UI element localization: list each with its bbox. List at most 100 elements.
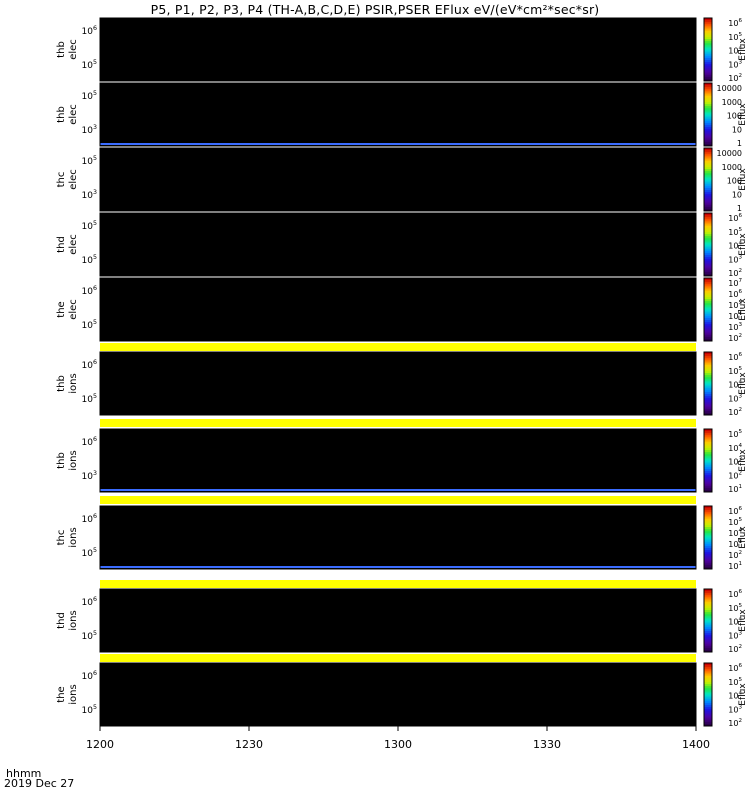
colorbar-segment — [704, 292, 712, 296]
colorbar-segment — [704, 267, 712, 271]
colorbar-label: Eflux — [738, 38, 748, 61]
panel-background — [100, 83, 696, 146]
colorbar-segment — [704, 269, 712, 273]
colorbar-segment — [704, 238, 712, 241]
colorbar-segment — [704, 324, 712, 327]
colorbar-segment — [704, 139, 712, 143]
colorbar-segment — [704, 250, 712, 254]
colorbar-segment — [704, 296, 712, 300]
colorbar-segment — [704, 150, 712, 153]
colorbar-segment — [704, 303, 712, 306]
colorbar-tick-label: 103 — [728, 322, 742, 332]
colorbar-segment — [704, 271, 712, 275]
y-tick-label: 105 — [82, 220, 97, 232]
chart-title: P5, P1, P2, P3, P4 (TH-A,B,C,D,E) PSIR,P… — [150, 2, 600, 17]
colorbar-tick-label: 103 — [728, 393, 742, 403]
y-tick-label: 106 — [82, 359, 97, 371]
panel-label-probe: thd — [56, 236, 67, 253]
colorbar-segment — [704, 101, 712, 105]
colorbar-segment — [704, 229, 712, 233]
colorbar-tick-label: 103 — [728, 59, 742, 69]
colorbar-segment — [704, 43, 712, 46]
colorbar-segment — [704, 131, 712, 134]
colorbar-segment — [704, 354, 712, 357]
colorbar-segment — [704, 338, 712, 342]
colorbar-segment — [704, 137, 712, 141]
panel-frame — [99, 17, 697, 82]
colorbar-segment — [704, 265, 712, 269]
colorbar-segment — [704, 290, 712, 294]
colorbar-label: Eflux — [738, 298, 748, 321]
panel-background — [100, 213, 696, 276]
colorbar-segment — [704, 85, 712, 88]
colorbar-segment — [704, 110, 712, 113]
colorbar-tick-label: 104 — [728, 380, 742, 390]
colorbar-tick-label: 102 — [728, 333, 742, 343]
colorbar-segment — [704, 286, 712, 289]
colorbar-segment — [704, 154, 712, 157]
colorbar-tick-label: 106 — [728, 352, 742, 362]
colorbar-segment — [704, 206, 712, 210]
colorbar-segment — [704, 129, 712, 132]
colorbar-segment — [704, 169, 712, 172]
colorbar-segment — [704, 408, 712, 412]
colorbar-segment — [704, 158, 712, 162]
colorbar-segment — [704, 112, 712, 115]
colorbar-segment — [704, 95, 712, 99]
colorbar-segment — [704, 18, 712, 21]
panel-label-probe: thc — [56, 172, 67, 188]
colorbar-segment — [704, 362, 712, 366]
colorbar-segment — [704, 68, 712, 71]
colorbar-segment — [704, 299, 712, 302]
colorbar-tick-label: 104 — [728, 311, 742, 321]
colorbar-segment — [704, 383, 712, 387]
colorbar-segment — [704, 57, 712, 61]
colorbar-segment — [704, 70, 712, 74]
colorbar-segment — [704, 49, 712, 53]
colorbar-label: Eflux — [738, 372, 748, 395]
colorbar-segment — [704, 60, 712, 63]
colorbar-segment — [704, 127, 712, 130]
colorbar-tick-label: 102 — [728, 407, 742, 417]
colorbar-segment — [704, 255, 712, 258]
colorbar-segment — [704, 116, 712, 120]
colorbar-segment — [704, 204, 712, 208]
colorbar-segment — [704, 213, 712, 216]
colorbar-tick-label: 102 — [728, 73, 742, 83]
colorbar-segment — [704, 278, 712, 281]
colorbar-segment — [704, 106, 712, 109]
colorbar-segment — [704, 282, 712, 285]
colorbar-segment — [704, 192, 712, 195]
colorbar-tick-label: 1000 — [722, 163, 742, 172]
colorbar-segment — [704, 24, 712, 27]
y-tick-label: 105 — [82, 90, 97, 102]
colorbar-segment — [704, 242, 712, 245]
colorbar-segment — [704, 41, 712, 44]
colorbar-segment — [704, 288, 712, 292]
colorbar-frame — [703, 212, 713, 277]
colorbar-frame — [703, 277, 713, 342]
panel-label-species: elec — [68, 169, 79, 190]
colorbar-segment — [704, 175, 712, 178]
colorbar-segment — [704, 373, 712, 376]
colorbar-segment — [704, 47, 712, 50]
colorbar-segment — [704, 93, 712, 97]
colorbar-segment — [704, 234, 712, 237]
colorbar-segment — [704, 377, 712, 380]
colorbar-segment — [704, 64, 712, 67]
colorbar-tick-label: 100 — [727, 177, 742, 186]
panel-background — [100, 148, 696, 211]
y-tick-label: 105 — [82, 59, 97, 71]
colorbar-tick-label: 10000 — [717, 84, 742, 93]
colorbar-segment — [704, 261, 712, 264]
colorbar-segment — [704, 34, 712, 38]
panel-frame — [99, 277, 697, 342]
colorbar-segment — [704, 32, 712, 36]
colorbar-segment — [704, 366, 712, 370]
colorbar-segment — [704, 217, 712, 220]
colorbar-segment — [704, 143, 712, 147]
colorbar-segment — [704, 200, 712, 204]
colorbar-segment — [704, 104, 712, 107]
colorbar-segment — [704, 227, 712, 231]
